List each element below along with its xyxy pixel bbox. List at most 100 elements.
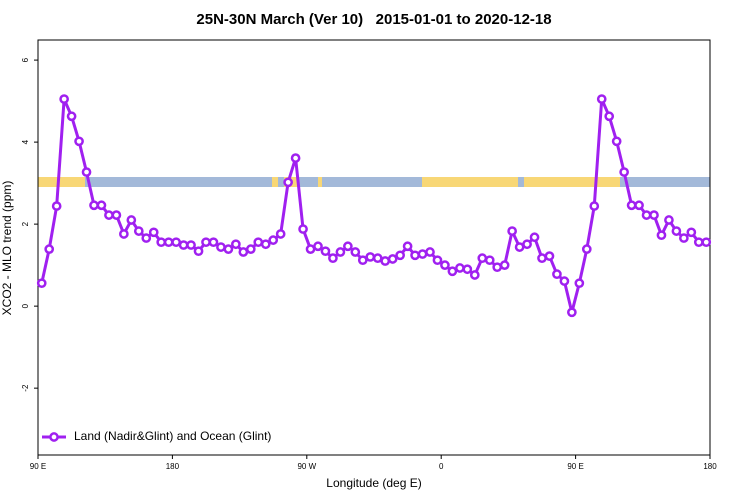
data-point bbox=[89, 200, 99, 211]
data-point bbox=[596, 94, 607, 104]
data-point bbox=[133, 226, 144, 236]
y-tick-label: 2 bbox=[21, 221, 30, 226]
data-point bbox=[343, 241, 353, 252]
data-point bbox=[380, 256, 391, 266]
data-point bbox=[514, 242, 525, 252]
data-point bbox=[59, 94, 69, 104]
data-point bbox=[268, 235, 279, 245]
data-point bbox=[305, 244, 316, 254]
data-point bbox=[634, 200, 644, 211]
x-tick-label: 90 E bbox=[30, 462, 46, 471]
data-point bbox=[604, 111, 615, 122]
data-point bbox=[275, 229, 286, 239]
data-point bbox=[350, 247, 361, 257]
data-point bbox=[74, 136, 84, 147]
land-band bbox=[38, 177, 85, 187]
data-point bbox=[148, 227, 159, 238]
data-point bbox=[201, 237, 211, 248]
land-band bbox=[318, 177, 322, 187]
data-point bbox=[589, 201, 600, 211]
data-point bbox=[104, 210, 114, 220]
data-point bbox=[36, 278, 47, 289]
data-point bbox=[171, 237, 181, 248]
data-point bbox=[81, 167, 92, 177]
data-point bbox=[283, 177, 293, 188]
data-point bbox=[484, 255, 495, 266]
data-point bbox=[111, 210, 122, 220]
data-point bbox=[298, 224, 308, 234]
data-point bbox=[119, 229, 129, 239]
data-point bbox=[693, 237, 704, 248]
x-tick-label: 180 bbox=[166, 462, 180, 471]
data-point bbox=[141, 233, 152, 243]
data-point bbox=[671, 226, 682, 236]
land-band bbox=[524, 177, 620, 187]
x-axis-label: Longitude (deg E) bbox=[326, 476, 421, 490]
data-point bbox=[522, 239, 532, 250]
legend-label: Land (Nadir&Glint) and Ocean (Glint) bbox=[74, 429, 271, 443]
x-tick-label: 90 W bbox=[297, 462, 316, 471]
data-point bbox=[313, 241, 323, 252]
x-tick-label: 0 bbox=[439, 462, 444, 471]
data-point bbox=[208, 237, 219, 248]
land-ocean-band bbox=[38, 177, 710, 187]
land-band bbox=[272, 177, 278, 187]
series-line bbox=[40, 98, 707, 313]
data-point bbox=[544, 251, 555, 261]
data-point bbox=[320, 246, 331, 257]
data-point bbox=[223, 244, 234, 254]
data-point bbox=[163, 237, 174, 248]
data-point bbox=[499, 260, 510, 270]
data-point bbox=[51, 201, 62, 211]
data-point bbox=[335, 247, 346, 257]
data-point bbox=[156, 237, 167, 248]
data-point bbox=[365, 252, 376, 262]
data-point bbox=[477, 253, 488, 264]
data-point bbox=[290, 153, 301, 163]
data-point bbox=[656, 230, 667, 241]
data-point bbox=[529, 232, 540, 243]
data-point bbox=[559, 276, 570, 286]
ocean-band bbox=[38, 177, 710, 187]
data-point bbox=[447, 266, 458, 277]
data-point bbox=[96, 200, 107, 211]
data-point bbox=[44, 244, 55, 254]
data-point bbox=[425, 247, 435, 257]
data-point bbox=[574, 278, 585, 289]
land-band bbox=[422, 177, 518, 187]
data-point bbox=[193, 246, 204, 257]
data-point bbox=[231, 239, 241, 250]
data-point bbox=[701, 237, 712, 248]
data-point bbox=[328, 253, 338, 264]
data-point bbox=[178, 240, 189, 250]
data-point bbox=[611, 136, 622, 147]
data-point bbox=[417, 249, 428, 259]
chart-title: 25N-30N March (Ver 10) 2015-01-01 to 202… bbox=[196, 11, 551, 28]
data-point bbox=[619, 167, 629, 177]
data-point bbox=[238, 247, 249, 257]
data-point bbox=[679, 233, 689, 243]
data-point bbox=[492, 262, 503, 273]
data-point bbox=[253, 237, 264, 248]
data-point bbox=[402, 241, 413, 252]
data-point bbox=[686, 227, 697, 238]
data-point bbox=[567, 307, 577, 318]
y-tick-label: 4 bbox=[21, 139, 30, 144]
legend-marker bbox=[49, 432, 59, 442]
data-point bbox=[395, 250, 405, 261]
plot-frame bbox=[37, 39, 711, 456]
data-point bbox=[552, 269, 562, 280]
data-point bbox=[66, 111, 77, 122]
data-point bbox=[469, 270, 480, 280]
data-point bbox=[260, 239, 271, 250]
data-point bbox=[387, 254, 398, 264]
data-point bbox=[186, 240, 196, 250]
data-point bbox=[432, 255, 443, 266]
data-point bbox=[372, 253, 383, 264]
data-point bbox=[507, 226, 517, 236]
data-point bbox=[649, 210, 659, 220]
y-axis-label: XCO2 - MLO trend (ppm) bbox=[0, 181, 14, 316]
x-tick-label: 90 E bbox=[567, 462, 583, 471]
data-point bbox=[626, 200, 637, 211]
